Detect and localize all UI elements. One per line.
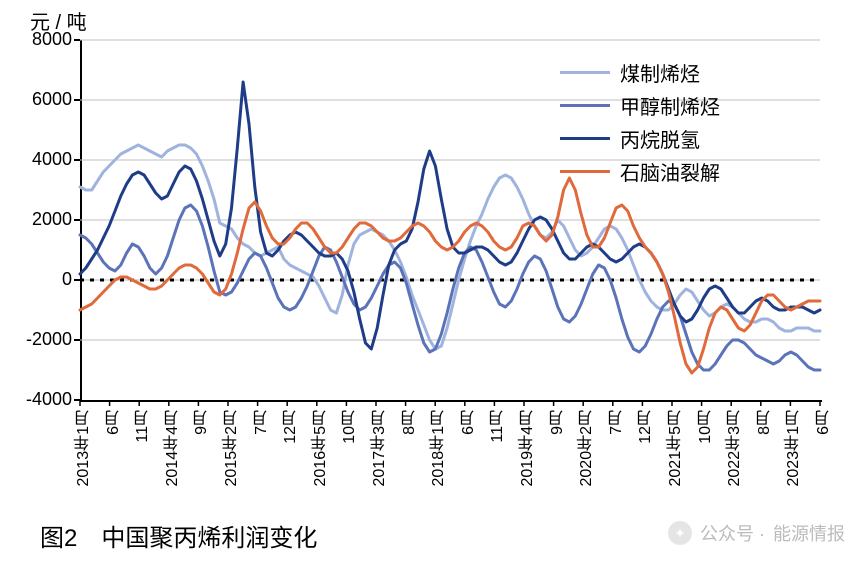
y-tick-label: 2000 (12, 209, 72, 230)
figure-caption: 图2 中国聚丙烯利润变化 (40, 518, 317, 553)
x-tick-label: 12月 (279, 410, 303, 444)
legend-swatch (560, 137, 610, 140)
legend-swatch (560, 104, 610, 107)
legend-label: 煤制烯烃 (620, 58, 700, 87)
x-tick-label: 10月 (338, 410, 362, 444)
legend-label: 甲醇制烯烃 (620, 91, 720, 120)
watermark-prefix: 公众号 · (700, 520, 765, 546)
x-tick-label: 2021年5月 (664, 410, 688, 487)
x-tick-label: 2018年1月 (427, 410, 451, 487)
x-tick-label: 11月 (486, 410, 510, 443)
x-tick-label: 9月 (546, 410, 570, 435)
x-tick-label: 2022年3月 (723, 410, 747, 487)
x-tick-label: 10月 (694, 410, 718, 444)
x-tick-label: 2014年4月 (161, 410, 185, 487)
y-tick-label: 0 (12, 269, 72, 290)
x-tick-label: 12月 (634, 410, 658, 444)
chart-container: 元 / 吨 -4000-200002000400060008000 2013年1… (0, 0, 865, 566)
y-tick-label: 8000 (12, 29, 72, 50)
y-tick-label: 6000 (12, 89, 72, 110)
x-tick-label: 6月 (812, 410, 836, 435)
watermark-source: 能源情报 (773, 520, 845, 546)
legend-item: 石脑油裂解 (560, 157, 720, 186)
x-tick-label: 8月 (753, 410, 777, 435)
x-tick-label: 9月 (190, 410, 214, 435)
x-tick-label: 6月 (457, 410, 481, 435)
legend: 煤制烯烃甲醇制烯烃丙烷脱氢石脑油裂解 (560, 58, 720, 190)
x-tick-label: 2016年5月 (309, 410, 333, 487)
legend-item: 甲醇制烯烃 (560, 91, 720, 120)
x-tick-label: 6月 (102, 410, 126, 435)
x-tick-label: 2017年3月 (368, 410, 392, 487)
legend-item: 煤制烯烃 (560, 58, 720, 87)
x-tick-label: 2013年1月 (72, 410, 96, 487)
x-tick-label: 7月 (605, 410, 629, 435)
legend-swatch (560, 71, 610, 74)
x-tick-label: 8月 (398, 410, 422, 435)
watermark: ✦ 公众号 · 能源情报 (668, 520, 845, 546)
y-tick-label: 4000 (12, 149, 72, 170)
wechat-icon: ✦ (668, 521, 692, 545)
legend-label: 丙烷脱氢 (620, 124, 700, 153)
x-tick-label: 2020年2月 (575, 410, 599, 487)
y-tick-label: -4000 (12, 389, 72, 410)
x-tick-label: 7月 (250, 410, 274, 435)
x-tick-label: 2015年2月 (220, 410, 244, 487)
y-tick-label: -2000 (12, 329, 72, 350)
legend-item: 丙烷脱氢 (560, 124, 720, 153)
x-tick-label: 2019年4月 (516, 410, 540, 487)
x-tick-label: 11月 (131, 410, 155, 443)
legend-label: 石脑油裂解 (620, 157, 720, 186)
legend-swatch (560, 170, 610, 173)
x-tick-label: 2023年1月 (782, 410, 806, 487)
